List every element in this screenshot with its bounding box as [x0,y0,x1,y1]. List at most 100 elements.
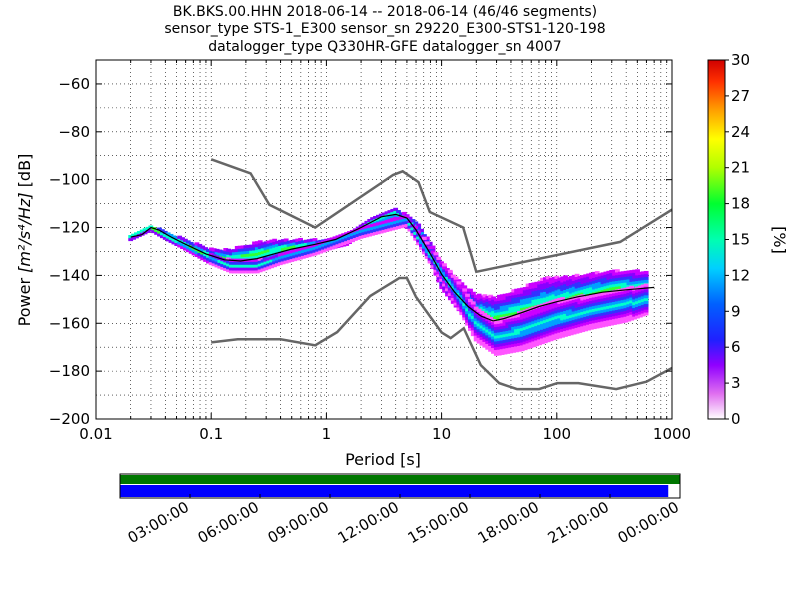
density-cell [531,318,537,322]
density-cell [456,304,462,308]
density-cell [545,296,551,300]
density-cell [479,333,485,337]
density-cell [643,289,649,293]
density-cell [623,285,629,289]
density-cell [609,275,615,279]
density-cell [364,223,370,227]
colorbar-tick-label: 0 [731,410,741,428]
density-cell [560,287,566,292]
density-cell [502,348,508,352]
colorbar-tick-label: 3 [731,374,741,392]
density-cell [583,307,588,312]
density-cell [470,318,476,322]
density-cell [586,327,591,331]
density-cell [606,305,612,309]
density-cell [623,316,629,320]
density-cell [548,320,554,324]
density-cell [557,317,563,322]
density-cell [542,319,548,324]
density-cell [249,267,254,271]
density-cell [453,290,459,295]
density-cell [436,274,442,278]
density-cell [468,304,473,308]
density-cell [632,281,638,285]
density-cell [416,239,421,243]
density-cell [266,257,272,261]
density-cell [623,296,629,300]
density-cell [450,277,456,281]
density-cell [499,331,505,335]
density-cell [609,281,615,285]
density-cell [206,251,211,255]
density-cell [306,253,312,258]
density-cell [563,292,568,296]
density-cell [275,240,280,244]
density-cell [419,243,424,247]
density-cell [583,328,588,332]
density-cell [583,294,589,298]
density-cell [491,305,496,309]
density-cell [519,301,525,306]
density-cell [522,332,528,336]
density-cell [473,294,479,299]
density-cell [246,267,252,271]
density-cell [638,280,643,284]
density-cell [531,282,537,286]
density-cell [623,282,629,286]
density-cell [473,323,479,328]
density-cell [162,230,168,235]
density-cell [220,263,226,267]
density-cell [424,244,430,248]
density-cell [335,235,341,239]
density-cell [505,307,511,311]
density-cell [491,333,496,337]
density-cell [283,241,289,245]
density-cell [612,269,617,273]
density-cell [229,252,234,256]
density-cell [254,255,260,259]
density-cell [600,321,606,325]
density-cell [496,309,502,313]
colorbar-label: [%] [770,226,789,254]
density-cell [528,313,534,317]
time-tick-label: 00:00:00 [615,498,682,547]
noise-models [210,158,672,391]
density-cell [528,288,534,292]
density-cell [563,316,568,320]
density-cell [606,308,612,312]
density-cell [447,296,453,301]
density-cell [249,261,254,265]
density-cell [421,239,427,243]
density-cell [468,313,473,317]
density-cell [537,336,542,340]
density-cell [600,303,606,308]
density-cell [557,312,563,316]
density-cell [332,242,338,246]
density-cell [534,301,540,306]
density-cell [514,317,519,321]
density-cell [574,285,580,289]
density-cell [367,218,373,223]
density-cell [462,317,468,321]
density-cell [286,256,292,260]
density-cell [560,314,565,318]
density-cell [257,254,263,258]
density-cell [260,262,266,266]
density-cell [640,310,646,314]
colorbar-tick-label: 30 [731,51,750,69]
density-cell [537,292,543,296]
density-cell [456,298,462,302]
density-cell [470,330,476,334]
density-cell [361,222,367,226]
density-cell [568,297,574,301]
density-cell [266,254,272,259]
density-cell [381,229,387,233]
density-cell [531,296,537,300]
density-cell [551,325,557,329]
density-cell [537,327,542,331]
density-cell [217,265,223,269]
density-cell [603,309,609,313]
density-cell [433,263,439,267]
density-cell [361,234,367,238]
